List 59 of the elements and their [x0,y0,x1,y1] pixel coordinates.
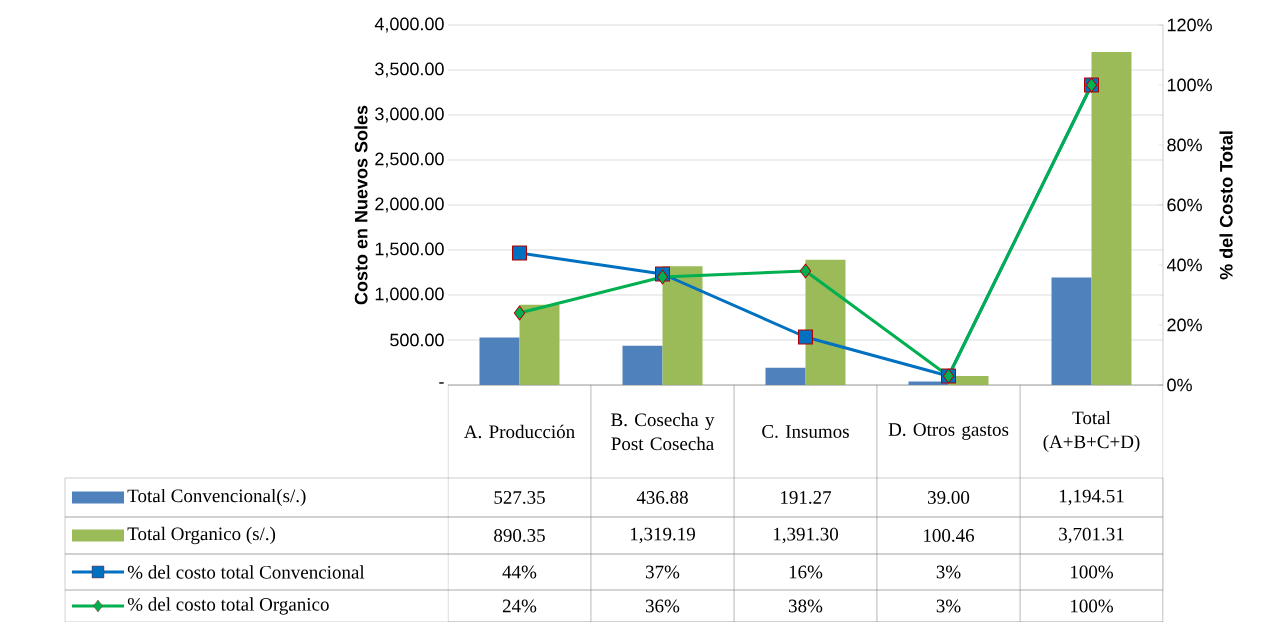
data-label: 527.35 [494,491,545,504]
data-label: 3% [936,599,961,613]
data-label: 24% [502,599,537,613]
data-label: 16% [789,565,823,579]
legend-label: % del costo total Convencional [127,565,365,579]
x-tick-label: A. Producción [464,424,575,439]
legend-label: Total Organico (s/.) [127,526,276,545]
bar [805,259,846,385]
y-tick-label: 3,500.00 [375,62,444,78]
data-label: 37% [646,565,680,579]
y-axis-title: Costo en Nuevos Soles [354,105,368,305]
data-label: 39.00 [928,491,970,504]
data-label: 436.88 [636,491,688,504]
y2-tick-label: 60% [1167,198,1202,212]
bar [662,266,703,385]
data-label: 3,701.31 [1059,527,1124,544]
data-label: 1,194.51 [1059,489,1124,506]
y-tick-label: 2,000.00 [375,197,444,213]
x-tick-label: C. Insumos [762,425,849,438]
data-label: 100% [1071,599,1114,613]
data-label: 36% [646,599,680,613]
point [798,329,813,345]
point [799,263,812,279]
y2-tick-label: 100% [1167,78,1212,92]
y2-tick-label: 0% [1167,378,1192,392]
x-tick-label: Total (A+B+C+D) [1043,410,1140,453]
y2-tick-label: 40% [1166,258,1202,272]
bar [622,345,663,385]
x-tick-label: B. Cosecha y Post Cosecha [611,412,715,451]
data-label: 100% [1071,565,1114,579]
legend-label: % del costo total Organico [127,597,329,615]
bar [765,367,806,385]
bar [479,337,520,385]
y2-tick-label: 20% [1167,318,1202,332]
data-label: 890.35 [494,529,545,542]
point [512,245,527,261]
y2-tick-label: 80% [1167,138,1202,152]
y-tick-label: 4,000.00 [374,17,444,33]
data-label: 100.46 [924,529,975,542]
data-label: 44% [502,565,537,579]
data-label: 1,319.19 [630,527,695,544]
bar [1091,51,1132,385]
y-tick-label: 500.00 [390,333,444,347]
data-label: 1,391.30 [773,527,839,544]
y-tick-label: - [439,382,444,384]
y-tick-label: 3,000.00 [375,107,444,123]
legend-label: Total Convencional(s/.) [127,488,306,507]
bar [1051,277,1092,385]
data-label: 38% [789,599,823,613]
y-tick-label: 2,500.00 [375,152,444,168]
y-tick-label: 1,000.00 [375,287,444,303]
data-label: 191.27 [781,491,832,504]
point [513,305,526,321]
y-tick-label: 1,500.00 [375,242,444,258]
y2-axis-title: % del Costo Total [1219,131,1233,280]
bar [519,304,560,385]
y2-tick-label: 120% [1167,18,1212,32]
data-label: 3% [936,565,961,579]
x-tick-label: D. Otros gastos [888,423,1009,440]
